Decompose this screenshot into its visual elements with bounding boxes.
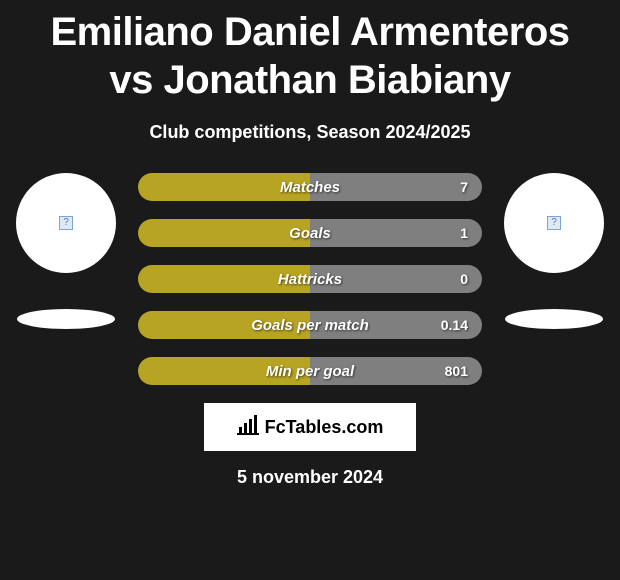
comparison-card: Emiliano Daniel Armenteros vs Jonathan B… [0,0,620,488]
avatar-right: ? [504,173,604,273]
bar-segment-left [138,357,310,385]
image-placeholder-icon: ? [547,216,561,230]
bar-value-right: 7 [460,173,468,201]
stat-bar: 1Goals [138,219,482,247]
stat-bars: 7Matches 1Goals 0Hattricks 0.14Goals per ma… [120,173,500,385]
image-placeholder-icon: ? [59,216,73,230]
bar-segment-left [138,265,310,293]
stat-bar: 801Min per goal [138,357,482,385]
bars-icon [237,415,261,440]
bar-segment-left [138,219,310,247]
bar-value-right: 801 [445,357,468,385]
bar-segment-right [310,265,482,293]
bar-value-right: 0 [460,265,468,293]
avatar-shadow [505,309,603,329]
stat-bar: 7Matches [138,173,482,201]
bar-value-right: 0.14 [441,311,468,339]
logo[interactable]: FcTables.com [204,403,416,451]
bar-segment-right [310,219,482,247]
bar-segment-left [138,173,310,201]
page-title: Emiliano Daniel Armenteros vs Jonathan B… [8,0,612,114]
player-left: ? [12,173,120,329]
subtitle: Club competitions, Season 2024/2025 [8,122,612,143]
player-right: ? [500,173,608,329]
stat-bar: 0.14Goals per match [138,311,482,339]
comparison-row: ? 7Matches 1Goals 0Hattricks 0.14Goals per … [8,173,612,385]
avatar-left: ? [16,173,116,273]
avatar-shadow [17,309,115,329]
bar-value-right: 1 [460,219,468,247]
logo-text: FcTables.com [265,417,384,438]
bar-segment-right [310,173,482,201]
bar-segment-left [138,311,310,339]
date: 5 november 2024 [8,467,612,488]
stat-bar: 0Hattricks [138,265,482,293]
